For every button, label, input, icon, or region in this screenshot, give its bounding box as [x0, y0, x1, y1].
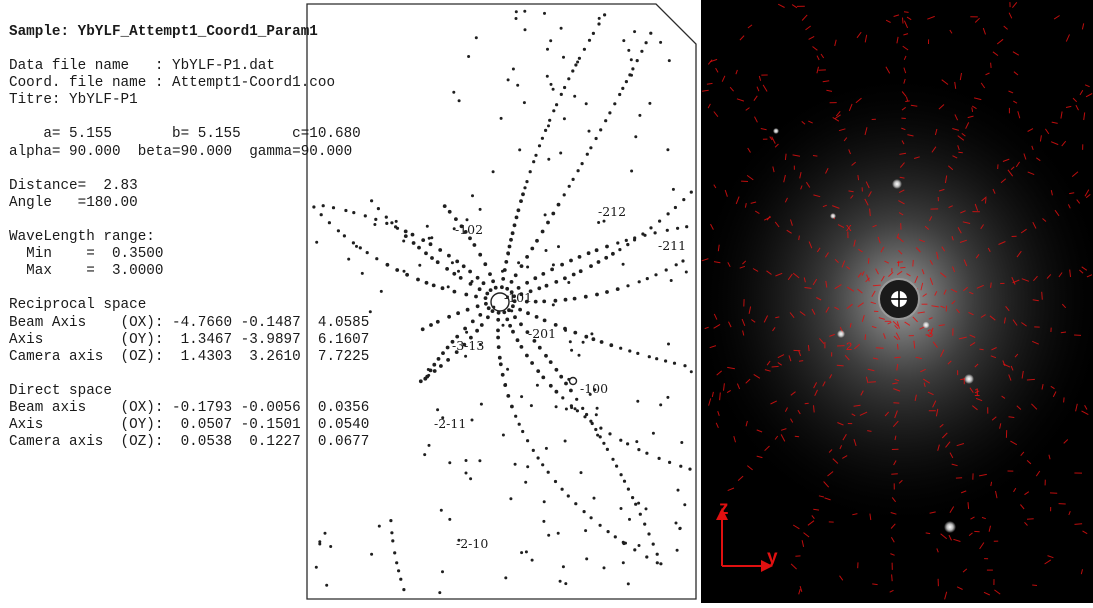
info-line: Titre: YbYLF-P1: [9, 92, 138, 109]
info-line: Max = 3.0000: [9, 263, 163, 280]
info-line: a= 5.155 b= 5.155 c=10.680: [9, 126, 361, 143]
laue-index-label: 2: [846, 341, 852, 353]
info-line: Camera axis (OZ): 0.0538 0.1227 0.0677: [9, 434, 369, 451]
laue-index-label: 1: [974, 387, 980, 399]
info-line: Axis (OY): 0.0507 -0.1501 0.0540: [9, 417, 369, 434]
info-line: Beam axis (OX): -0.1793 -0.0056 0.0356: [9, 400, 369, 417]
axis-y-label: y: [767, 547, 778, 568]
info-line: alpha= 90.000 beta=90.000 gamma=90.000: [9, 144, 352, 161]
info-line: Min = 0.3500: [9, 246, 163, 263]
info-line: Axis (OY): 1.3467 -3.9897 6.1607: [9, 332, 369, 349]
laue-index-label: 3: [927, 328, 933, 340]
info-line: Direct space: [9, 383, 112, 400]
info-line: Data file name : YbYLF-P1.dat: [9, 58, 275, 75]
info-line: Camera axis (OZ): 1.4303 3.2610 7.7225: [9, 349, 369, 366]
laue-pattern: x 2 3 1 z y: [701, 0, 1093, 603]
axis-z-label: z: [719, 498, 729, 519]
sample-title: Sample: YbYLF_Attempt1_Coord1_Param1: [9, 24, 318, 41]
laue-pattern-panel: x 2 3 1 z y: [701, 0, 1093, 603]
info-line: Beam Axis (OX): -4.7660 -0.1487 4.0585: [9, 315, 369, 332]
info-line: Angle =180.00: [9, 195, 138, 212]
info-line: Reciprocal space: [9, 297, 146, 314]
info-line: Distance= 2.83: [9, 178, 138, 195]
laue-index-label: x: [846, 222, 852, 234]
info-line: Coord. file name : Attempt1-Coord1.coo: [9, 75, 335, 92]
info-line: WaveLength range:: [9, 229, 155, 246]
